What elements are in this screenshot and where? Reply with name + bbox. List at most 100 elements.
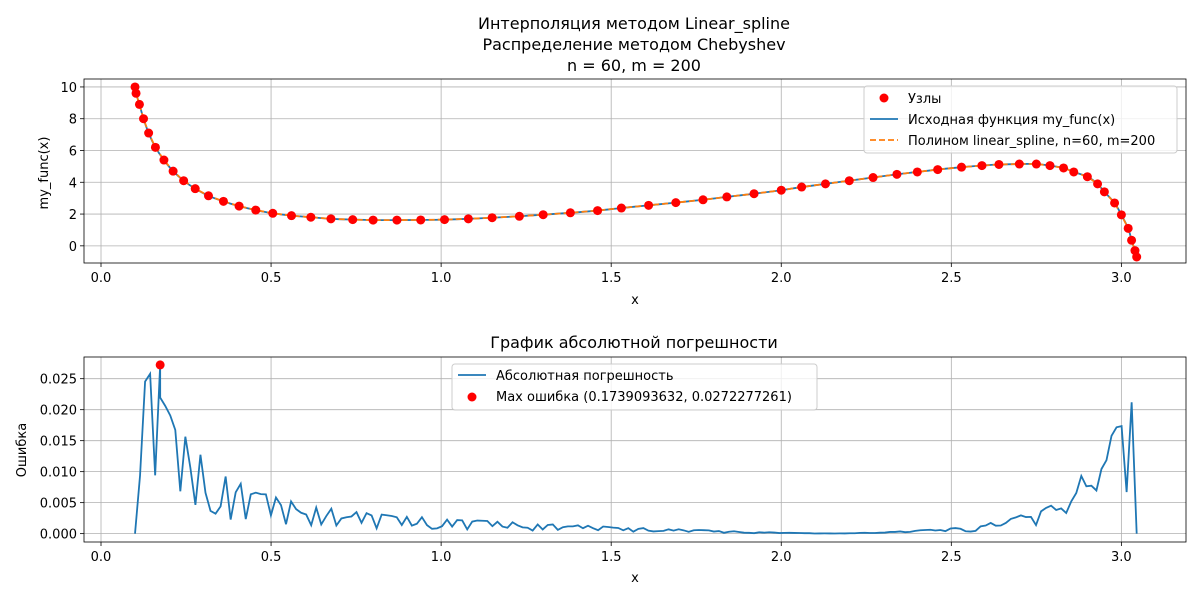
x-tick-label: 0.5 (261, 550, 282, 565)
bottom-legend-box (451, 363, 818, 411)
interpolation-node (1116, 210, 1126, 220)
interpolation-node (868, 173, 878, 183)
interpolation-node (326, 214, 336, 224)
interpolation-node (1059, 163, 1069, 173)
y-tick-label: 0.000 (40, 528, 77, 543)
legend-max-error-marker (467, 392, 477, 402)
interpolation-node (131, 88, 141, 98)
top-chart-legend: Узлы Исходная функция my_func(x) Полином… (863, 85, 1178, 154)
bottom-chart-legend: Абсолютная погрешность Max ошибка (0.173… (451, 363, 818, 411)
y-tick-label: 8 (69, 113, 77, 128)
interpolation-node (776, 185, 786, 195)
top-title-line-2: Распределение методом Chebyshev (482, 35, 785, 54)
interpolation-node (487, 213, 497, 223)
bottom-chart-title: График абсолютной погрешности (490, 333, 778, 352)
x-tick-label: 1.5 (601, 271, 622, 286)
interpolation-node (168, 166, 178, 176)
interpolation-node (348, 215, 358, 225)
interpolation-node (1132, 252, 1142, 262)
legend-polynomial-label: Полином linear_spline, n=60, m=200 (908, 134, 1155, 149)
x-tick-label: 0.5 (261, 271, 282, 286)
interpolation-node (144, 128, 154, 138)
absolute-error-line (134, 364, 1138, 535)
top-chart-x-axis-label: x (631, 293, 639, 308)
x-tick-label: 2.0 (771, 271, 792, 286)
interpolation-node (957, 162, 967, 172)
bottom-chart-y-axis-label: Ошибка (15, 423, 30, 477)
interpolation-node (234, 201, 244, 211)
interpolation-node (1031, 159, 1041, 169)
top-title-line-3: n = 60, m = 200 (567, 56, 701, 75)
interpolation-node (416, 215, 426, 225)
interpolation-node (514, 211, 524, 221)
y-tick-label: 0.005 (40, 497, 77, 512)
legend-max-error-label: Max ошибка (0.1739093632, 0.0272277261) (496, 390, 792, 405)
interpolation-node (593, 206, 603, 216)
interpolation-node (1110, 198, 1120, 208)
bottom-chart-y-ticks: 0.000 0.005 0.010 0.015 0.020 0.025 (40, 373, 84, 543)
y-tick-label: 0 (69, 240, 77, 255)
interpolation-node (1123, 223, 1133, 233)
top-legend-box (863, 85, 1178, 154)
legend-nodes-marker (879, 93, 889, 103)
interpolation-node (306, 212, 316, 222)
interpolation-node (844, 176, 854, 186)
y-tick-label: 0.020 (40, 404, 77, 419)
top-chart-frame (83, 78, 1187, 264)
interpolation-node (698, 195, 708, 205)
interpolation-node (159, 155, 169, 165)
y-tick-label: 6 (69, 145, 77, 160)
interpolation-node (1014, 159, 1024, 169)
top-chart-series (130, 82, 1142, 262)
interpolation-node (1093, 179, 1103, 189)
interpolation-node (749, 189, 759, 199)
y-tick-label: 0.010 (40, 466, 77, 481)
x-tick-label: 2.5 (941, 271, 962, 286)
interpolation-node (286, 211, 296, 221)
interpolation-node (722, 192, 732, 202)
y-tick-label: 10 (60, 81, 77, 96)
top-chart-y-axis-label: my_func(x) (37, 137, 52, 210)
interpolation-node (644, 200, 654, 210)
x-tick-label: 3.0 (1111, 550, 1132, 565)
interpolation-node (368, 215, 378, 225)
bottom-chart-x-ticks: 0.0 0.5 1.0 1.5 2.0 2.5 3.0 (91, 542, 1132, 565)
interpolation-node (1127, 235, 1137, 245)
top-chart-axes: 0.0 0.5 1.0 1.5 2.0 2.5 3.0 0 2 4 6 8 10 x my_func(… (37, 78, 1187, 308)
interpolation-node (538, 210, 548, 220)
interpolation-node (565, 208, 575, 218)
interpolation-node (251, 205, 261, 215)
bottom-chart-axes: 0.0 0.5 1.0 1.5 2.0 2.5 3.0 0.000 0.005 0.010 0.0… (15, 356, 1187, 586)
bottom-chart-frame (83, 356, 1187, 543)
interpolation-node (179, 176, 189, 186)
bottom-chart-series (134, 360, 1138, 535)
interpolation-node (268, 208, 278, 218)
legend-nodes-label: Узлы (908, 92, 941, 107)
x-tick-label: 1.5 (601, 550, 622, 565)
top-chart-x-ticks: 0.0 0.5 1.0 1.5 2.0 2.5 3.0 (91, 263, 1132, 286)
bottom-chart-x-axis-label: x (631, 571, 639, 586)
interpolation-node (671, 198, 681, 208)
interpolation-node (203, 191, 213, 201)
interpolation-node (1082, 172, 1092, 182)
legend-function-label: Исходная функция my_func(x) (908, 113, 1115, 128)
interpolation-node (912, 167, 922, 177)
top-chart-y-ticks: 0 2 4 6 8 10 (60, 81, 84, 255)
interpolation-node (797, 182, 807, 192)
y-tick-label: 4 (69, 176, 77, 191)
x-tick-label: 0.0 (91, 271, 112, 286)
interpolation-node (150, 142, 160, 152)
interpolation-nodes (130, 82, 1142, 262)
top-chart-title: Интерполяция методом Linear_spline Распр… (478, 14, 790, 75)
max-error-point (155, 360, 165, 370)
interpolation-node (1045, 161, 1055, 171)
interpolation-node (134, 99, 144, 109)
interpolation-node (933, 165, 943, 175)
legend-error-label: Абсолютная погрешность (496, 369, 674, 384)
interpolation-node (139, 114, 149, 124)
interpolation-node (820, 179, 830, 189)
y-tick-label: 0.025 (40, 373, 77, 388)
y-tick-label: 2 (69, 208, 77, 223)
top-title-line-1: Интерполяция методом Linear_spline (478, 14, 790, 34)
